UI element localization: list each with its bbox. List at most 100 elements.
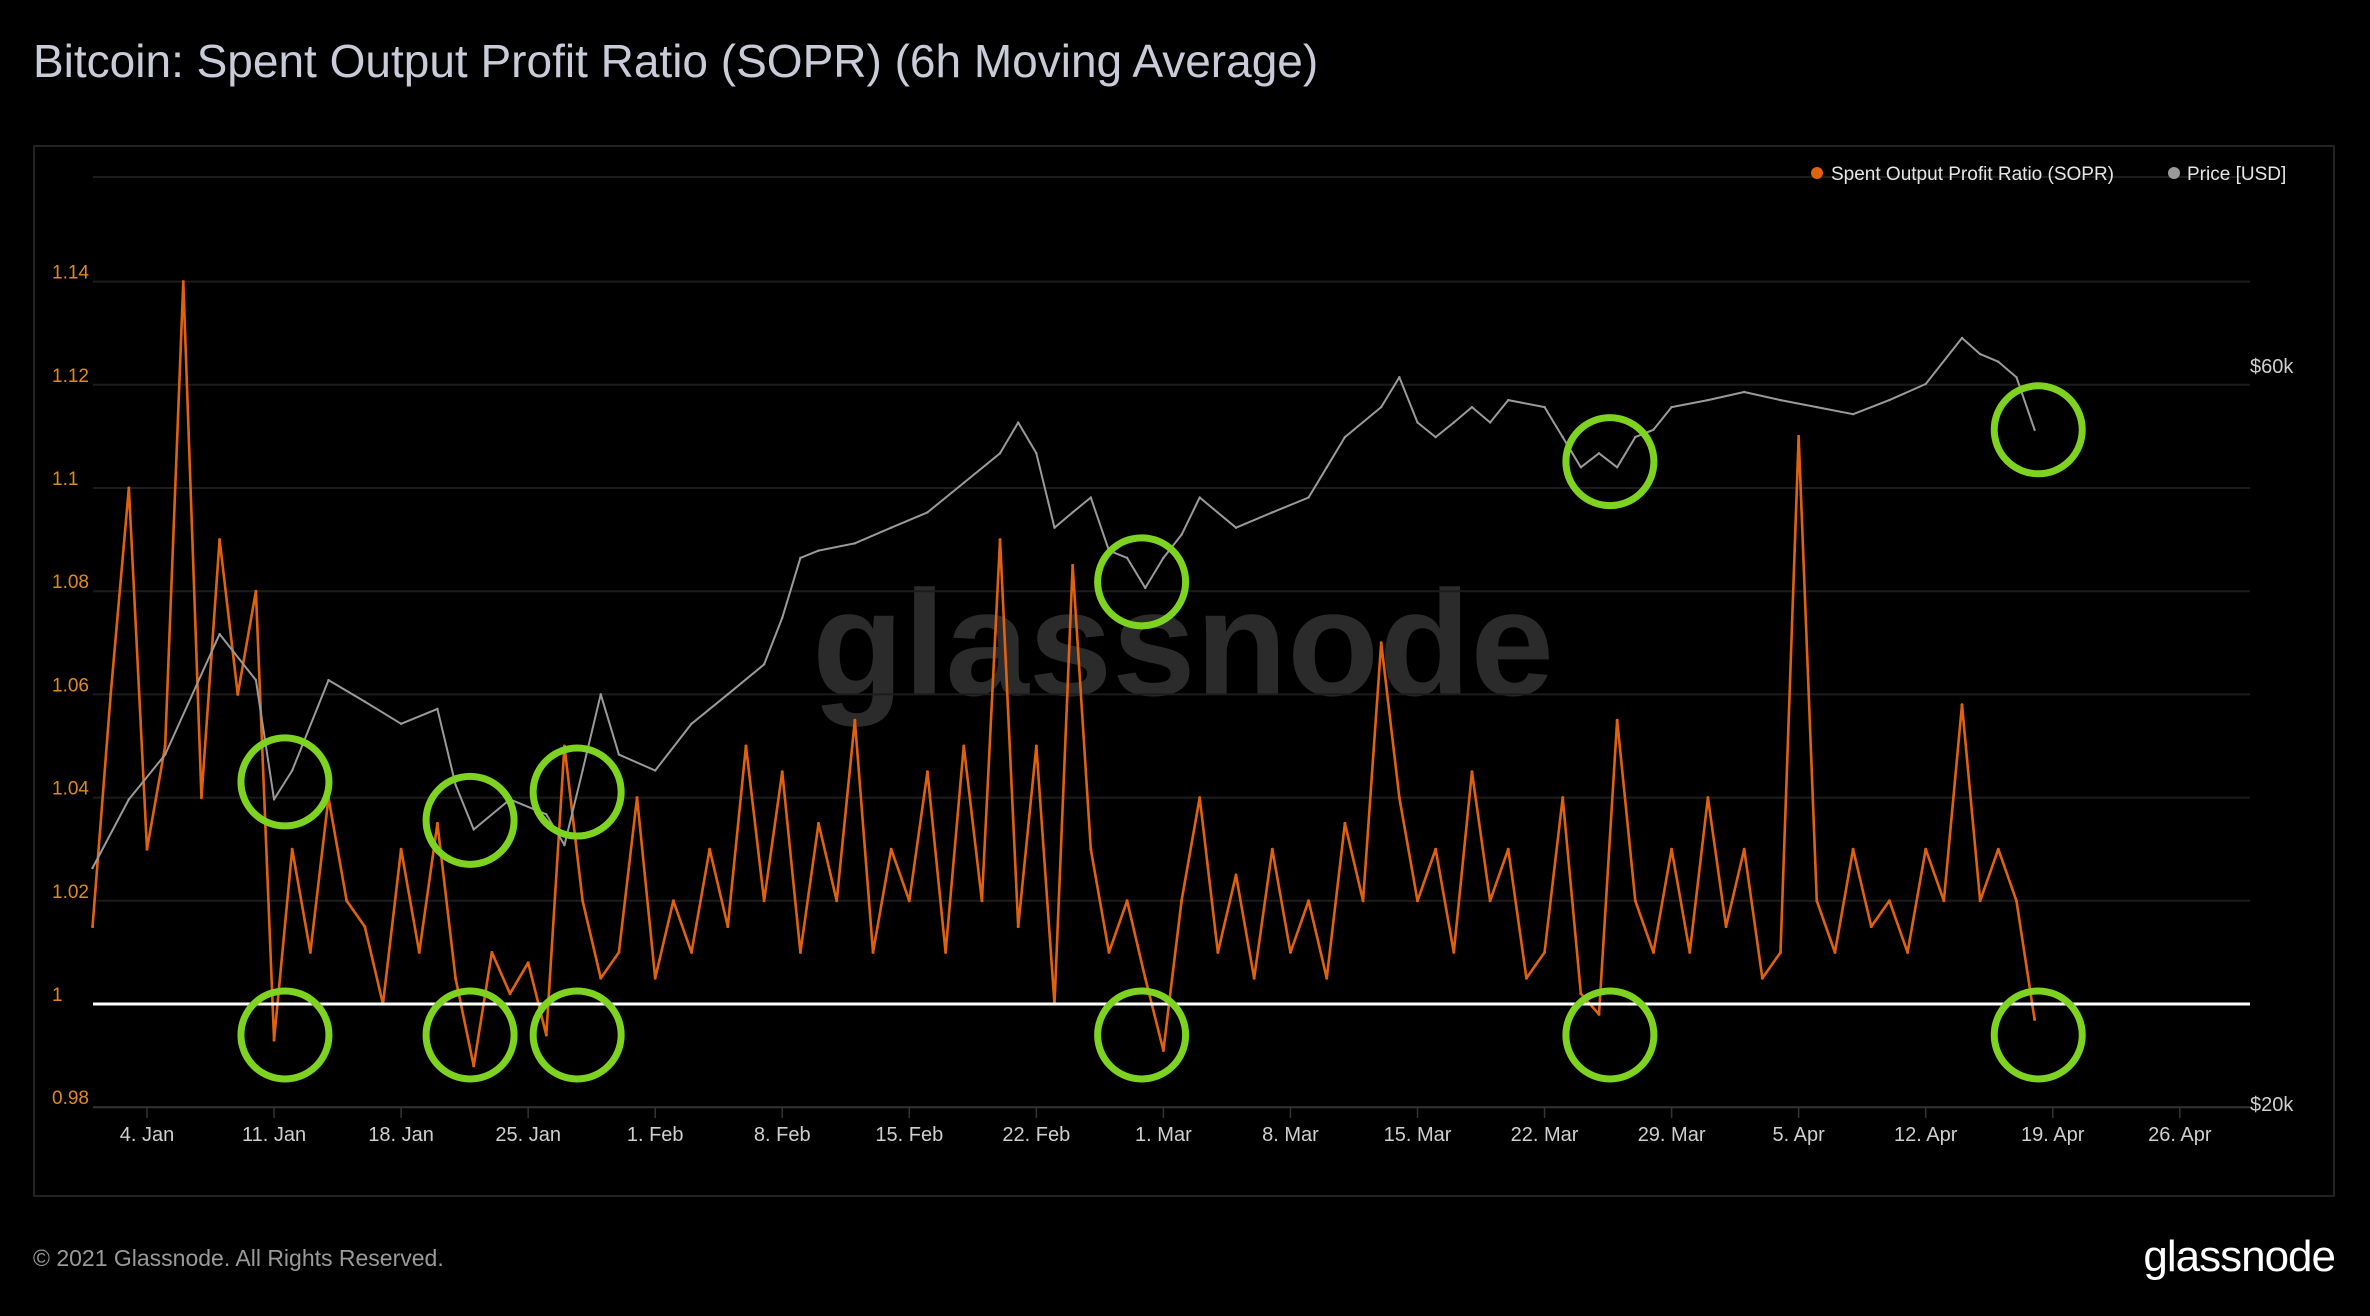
price-point [617,753,621,756]
price-point [781,616,784,620]
price-point [962,481,965,485]
x-tick-label: 19. Apr [2021,1124,2085,1146]
sopr-point [980,899,984,903]
x-tick-label: 18. Jan [368,1124,434,1146]
sopr-point [1506,847,1510,851]
sopr-point [998,538,1002,542]
price-point [1144,586,1147,590]
sopr-point [1361,899,1365,903]
legend-sopr[interactable]: Spent Output Profit Ratio (SOPR) [1831,164,2114,185]
sopr-point [254,589,258,593]
sopr-point [744,744,748,748]
sopr-point [1252,976,1256,980]
sopr-point [345,899,349,903]
sopr-point [1143,976,1147,980]
x-tick-label: 5. Apr [1773,1124,1826,1146]
annotation-circle-price [1990,382,2086,478]
price-point [327,678,330,682]
sopr-point [617,950,621,954]
sopr-point [1307,899,1311,903]
sopr-point [1833,950,1837,954]
price-point [1978,352,1982,356]
price-point [1307,496,1310,499]
sopr-point [1016,925,1020,929]
sopr-point [544,1033,548,1037]
legend-price[interactable]: Price [USD] [2187,164,2286,185]
price-point [2033,428,2036,431]
chart-frame [33,145,2335,1197]
chart-title: Bitcoin: Spent Output Profit Ratio (SOPR… [33,35,1319,87]
sopr-point [762,899,766,903]
sopr-point [1724,925,1728,929]
price-point [91,866,94,870]
sopr-point [1615,718,1619,722]
price-point [1325,466,1328,469]
price-point [926,511,929,514]
sopr-point [1996,847,2000,851]
sopr-point [1198,796,1202,800]
sopr-point [1161,1048,1165,1052]
price-point [1162,556,1165,560]
sopr-point [454,976,458,980]
price-point [762,663,766,666]
price-point [1234,526,1238,529]
price-point [1071,511,1074,514]
price-point [1851,412,1855,416]
sopr-point [1524,976,1528,980]
sopr-point [127,486,131,490]
price-point [1579,466,1583,469]
annotation-circle-sopr [237,987,333,1083]
price-point [599,693,602,696]
sopr-point [1924,847,1928,851]
price-point [218,632,221,636]
sopr-point [1343,821,1347,825]
sopr-point [1125,899,1129,903]
price-point [563,843,566,847]
price-point [1017,421,1020,424]
y-left-tick-label: 1.08 [52,572,89,593]
x-tick-label: 4. Jan [120,1124,174,1146]
x-tick-label: 1. Mar [1135,1124,1192,1146]
sopr-point [835,899,839,903]
x-tick-label: 26. Apr [2148,1124,2212,1146]
x-tick-label: 8. Feb [754,1124,811,1146]
price-point [436,707,439,711]
sopr-point [199,796,203,800]
sopr-point [1633,899,1637,903]
sopr-point [1779,950,1782,954]
price-point [1615,466,1619,469]
annotation-circle-sopr [1562,987,1658,1083]
sopr-point [690,950,693,954]
annotation-circle-price [529,744,625,840]
sopr-point [599,976,603,980]
x-tick-label: 11. Jan [242,1124,306,1146]
sopr-point [853,718,857,722]
sopr-point [272,1038,276,1042]
annotation-circle-sopr [529,987,625,1083]
sopr-point [1034,744,1038,748]
sopr-point [508,992,512,996]
sopr-point [435,821,439,825]
price-point [1089,496,1093,499]
annotation-circle-sopr [1094,987,1190,1083]
sopr-point [91,925,95,929]
sopr-point [1688,950,1692,954]
sopr-point [907,899,911,903]
sopr-point [780,770,784,774]
sopr-point [308,950,312,954]
sopr-point [1597,1012,1601,1016]
sopr-point [1416,899,1419,903]
price-point [690,722,693,725]
price-point [363,700,366,703]
sopr-point [290,847,294,851]
sopr-point [1470,770,1474,774]
y-left-tick-label: 1.04 [52,779,89,800]
annotation-circle-sopr [1990,987,2086,1083]
price-point [1380,405,1383,409]
sopr-point [635,796,639,800]
price-point [1507,398,1510,402]
glassnode-logo[interactable]: glassnode [2143,1232,2336,1281]
sopr-point [1706,796,1710,800]
sopr-point [925,770,929,774]
